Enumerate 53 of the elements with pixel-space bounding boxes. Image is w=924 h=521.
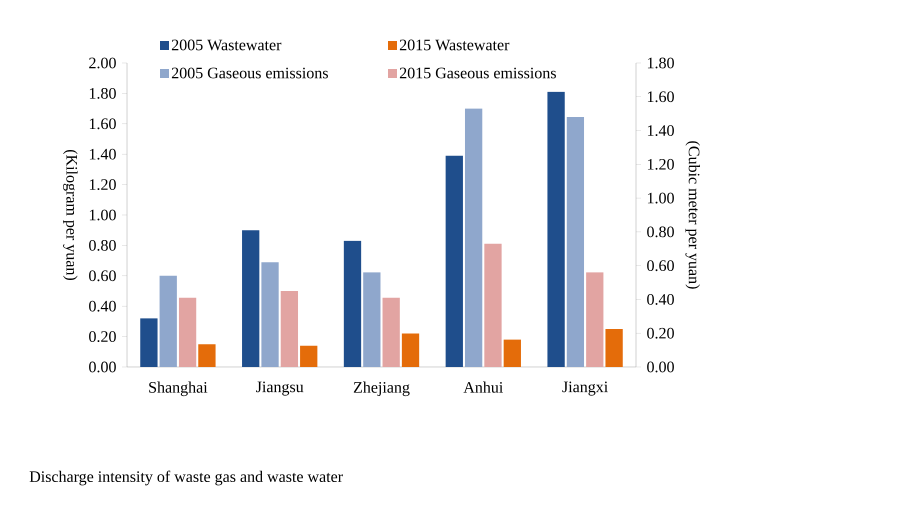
y2-tick-label: 1.60 — [648, 91, 674, 102]
bar — [160, 276, 177, 367]
bar — [363, 272, 380, 367]
legend-label: 2005 Gaseous emissions — [172, 68, 328, 78]
y2-tick-label: 1.80 — [648, 58, 674, 68]
bar — [300, 346, 318, 367]
y-tick-label: 1.20 — [90, 179, 116, 190]
y2-axis-title: (Cubic meter per yuan) — [685, 141, 700, 289]
y-tick-label: 0.00 — [89, 362, 116, 372]
bar — [446, 156, 463, 367]
bar — [140, 318, 158, 367]
bar — [504, 340, 521, 367]
bar — [464, 108, 482, 367]
legend-label: 2015 Gaseous emissions — [400, 68, 556, 78]
bar — [484, 244, 502, 367]
y2-tick-label: 0.60 — [647, 260, 674, 272]
legend-label: 2015 Wastewater — [400, 40, 510, 50]
y-tick-label: 1.40 — [90, 148, 116, 160]
y2-tick-label: 0.20 — [647, 328, 674, 339]
y2-tick-label: 0.40 — [647, 294, 674, 305]
bar — [566, 117, 584, 367]
x-tick-label: Jiangxi — [562, 382, 608, 396]
y-tick-label: 1.60 — [90, 118, 116, 130]
bar — [198, 344, 216, 367]
y-tick-label: 0.20 — [89, 331, 116, 342]
y-tick-label: 0.80 — [89, 240, 116, 251]
bar — [280, 290, 298, 367]
bar — [547, 92, 565, 367]
x-tick-label: Anhui — [463, 382, 503, 393]
y-axis-title: (Kilogram per yuan) — [63, 150, 78, 280]
y2-tick-label: 0.80 — [647, 226, 674, 238]
bar — [605, 328, 623, 367]
bar — [242, 230, 260, 367]
bar — [402, 334, 420, 367]
y2-tick-label: 1.00 — [648, 192, 674, 204]
bar — [586, 272, 604, 367]
bar — [382, 298, 400, 367]
x-tick-label: Zhejiang — [354, 382, 410, 396]
y2-tick-label: 1.40 — [648, 125, 674, 136]
y-tick-label: 0.40 — [89, 300, 116, 312]
bar — [344, 240, 362, 367]
bar — [261, 262, 279, 367]
y2-tick-label: 0.00 — [647, 362, 674, 372]
x-tick-label: Jiangsu — [256, 382, 304, 396]
y-tick-label: 1.80 — [90, 88, 116, 99]
y-tick-label: 2.00 — [89, 58, 116, 68]
bar — [178, 298, 196, 367]
text: Discharge intensity of waste gas and waste water — [30, 470, 343, 486]
legend-label: 2005 Wastewater — [172, 40, 282, 50]
x-tick-label: Shanghai — [149, 382, 208, 396]
y2-tick-label: 1.20 — [648, 158, 674, 170]
y-tick-label: 1.00 — [90, 210, 116, 220]
y-tick-label: 0.60 — [89, 270, 116, 282]
